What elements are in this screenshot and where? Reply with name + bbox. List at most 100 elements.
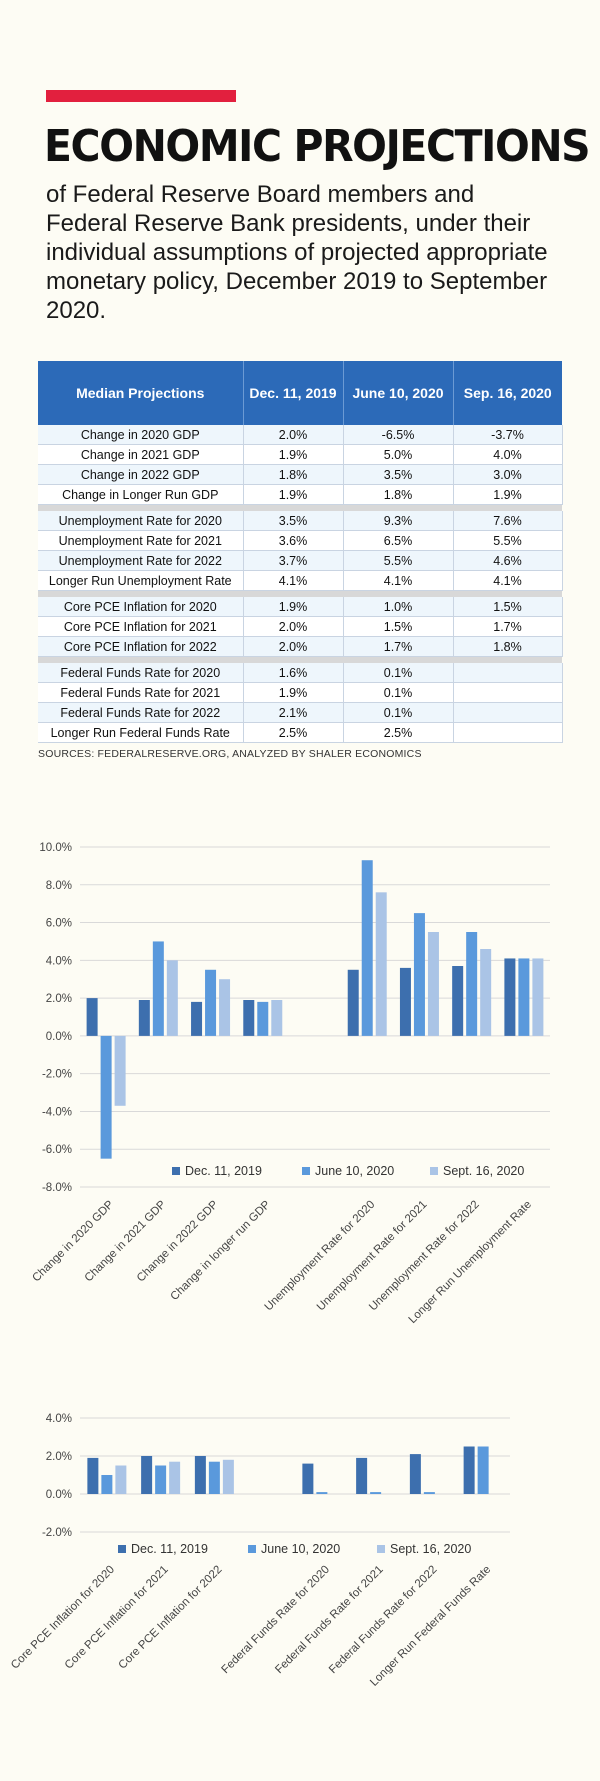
- chart-gdp-unemployment: 10.0% 8.0% 6.0% 4.0% 2.0% 0.0% -2.0% -4.0% -6.0%…: [30, 842, 550, 1326]
- bar: [356, 1457, 368, 1494]
- bar: [504, 958, 516, 1036]
- value-cell: [453, 722, 563, 743]
- table-row: Core PCE Inflation for 2020 1.9% 1.0% 1.5%: [38, 597, 563, 617]
- row-label-cell: Federal Funds Rate for 2020: [38, 663, 244, 683]
- bar: [452, 966, 464, 1036]
- y-tick-label: 6.0%: [46, 918, 72, 930]
- table-row: Unemployment Rate for 2022 3.7% 5.5% 4.6%: [38, 550, 563, 571]
- group-separator: [38, 590, 562, 597]
- separator-cell: [38, 656, 562, 663]
- y-tick-label: 10.0%: [39, 842, 72, 854]
- bar: [114, 1035, 126, 1106]
- bar: [87, 1457, 99, 1494]
- bar: [463, 1446, 475, 1494]
- legend-swatch: [172, 1167, 180, 1175]
- legend-swatch: [118, 1545, 126, 1553]
- value-cell: 1.9%: [243, 444, 344, 465]
- col-header-label: Median Projections: [38, 361, 244, 425]
- bar: [101, 1475, 113, 1494]
- x-category-label: Unemployment Rate for 2022: [367, 1199, 482, 1314]
- x-category-label: Core PCE Inflation for 2022: [117, 1564, 225, 1672]
- bar: [219, 979, 231, 1036]
- col-header-sep-2020: Sep. 16, 2020: [453, 361, 562, 425]
- table-row: Change in 2021 GDP 1.9% 5.0% 4.0%: [38, 444, 563, 465]
- row-label-cell: Core PCE Inflation for 2020: [38, 597, 244, 617]
- value-cell: 3.6%: [243, 530, 344, 551]
- value-cell: 0.1%: [343, 702, 454, 723]
- legend-label: Sept. 16, 2020: [443, 1164, 524, 1178]
- value-cell: 1.5%: [343, 616, 454, 637]
- value-cell: 2.0%: [243, 616, 344, 637]
- projections-table: Median Projections Dec. 11, 2019 June 10…: [38, 361, 563, 743]
- bar: [480, 949, 492, 1036]
- bar: [194, 1456, 206, 1494]
- table-row: Core PCE Inflation for 2021 2.0% 1.5% 1.7%: [38, 616, 563, 637]
- y-tick-label: -2.0%: [42, 1527, 72, 1539]
- row-label-cell: Unemployment Rate for 2022: [38, 550, 244, 571]
- legend-label: June 10, 2020: [261, 1542, 340, 1556]
- separator-cell: [38, 504, 562, 511]
- row-label-cell: Unemployment Rate for 2021: [38, 530, 244, 551]
- value-cell: 2.0%: [243, 425, 344, 445]
- bar: [208, 1461, 220, 1494]
- bar: [138, 1000, 150, 1036]
- row-label-cell: Change in 2021 GDP: [38, 444, 244, 465]
- value-cell: 1.8%: [343, 484, 454, 505]
- x-category-label: Federal Funds Rate for 2020: [220, 1564, 332, 1676]
- x-category-label: Core PCE Inflation for 2020: [9, 1564, 117, 1672]
- legend-swatch: [430, 1167, 438, 1175]
- legend-label: Dec. 11, 2019: [185, 1164, 262, 1178]
- bar: [271, 1000, 283, 1036]
- value-cell: 1.8%: [453, 636, 563, 657]
- bar: [361, 860, 373, 1036]
- page-subtitle: of Federal Reserve Board members and Fed…: [46, 181, 548, 324]
- table-row: Longer Run Federal Funds Rate 2.5% 2.5%: [38, 722, 563, 743]
- row-label-cell: Longer Run Federal Funds Rate: [38, 722, 244, 743]
- value-cell: 4.1%: [453, 570, 563, 591]
- value-cell: 0.1%: [343, 663, 454, 683]
- y-tick-label: 4.0%: [46, 955, 72, 967]
- bar: [409, 1454, 421, 1494]
- y-tick-label: 4.0%: [46, 1413, 72, 1425]
- table-row: Change in 2022 GDP 1.8% 3.5% 3.0%: [38, 464, 563, 485]
- y-tick-label: 0.0%: [46, 1489, 72, 1501]
- value-cell: 1.6%: [243, 663, 344, 683]
- group-separator: [38, 656, 562, 663]
- legend-swatch: [302, 1167, 310, 1175]
- col-header-jun-2020: June 10, 2020: [343, 361, 454, 425]
- bar: [169, 1461, 181, 1494]
- table-row: Unemployment Rate for 2021 3.6% 6.5% 5.5%: [38, 530, 563, 551]
- x-category-label: Unemployment Rate for 2020: [263, 1199, 378, 1314]
- bar: [532, 958, 544, 1036]
- row-label-cell: Core PCE Inflation for 2021: [38, 616, 244, 637]
- row-label-cell: Core PCE Inflation for 2022: [38, 636, 244, 657]
- bar: [316, 1492, 328, 1494]
- bar: [115, 1465, 127, 1494]
- bar: [347, 969, 359, 1036]
- page-title: ECONOMIC PROJECTIONS: [44, 121, 591, 172]
- value-cell: 2.5%: [343, 722, 454, 743]
- value-cell: 5.5%: [453, 530, 563, 551]
- table-row: Longer Run Unemployment Rate 4.1% 4.1% 4.1%: [38, 570, 563, 591]
- value-cell: 1.9%: [243, 484, 344, 505]
- value-cell: 1.8%: [243, 464, 344, 485]
- table-row: Unemployment Rate for 2020 3.5% 9.3% 7.6%: [38, 511, 563, 531]
- row-label-cell: Federal Funds Rate for 2021: [38, 682, 244, 703]
- value-cell: 1.9%: [243, 682, 344, 703]
- row-label-cell: Change in 2022 GDP: [38, 464, 244, 485]
- legend-label: Dec. 11, 2019: [131, 1542, 208, 1556]
- y-tick-label: 2.0%: [46, 993, 72, 1005]
- table-body: Change in 2020 GDP 2.0% -6.5% -3.7% Change i…: [38, 425, 563, 743]
- x-category-label: Federal Funds Rate for 2022: [327, 1564, 439, 1676]
- value-cell: 2.1%: [243, 702, 344, 723]
- value-cell: 1.7%: [343, 636, 454, 657]
- bar: [423, 1492, 435, 1494]
- table-row: Federal Funds Rate for 2020 1.6% 0.1%: [38, 663, 563, 683]
- value-cell: 3.7%: [243, 550, 344, 571]
- value-cell: 4.1%: [243, 570, 344, 591]
- y-tick-label: -6.0%: [42, 1144, 72, 1156]
- row-label-cell: Change in Longer Run GDP: [38, 484, 244, 505]
- bar: [141, 1456, 153, 1494]
- bar: [205, 969, 217, 1036]
- x-category-label: Longer Run Federal Funds Rate: [368, 1564, 493, 1689]
